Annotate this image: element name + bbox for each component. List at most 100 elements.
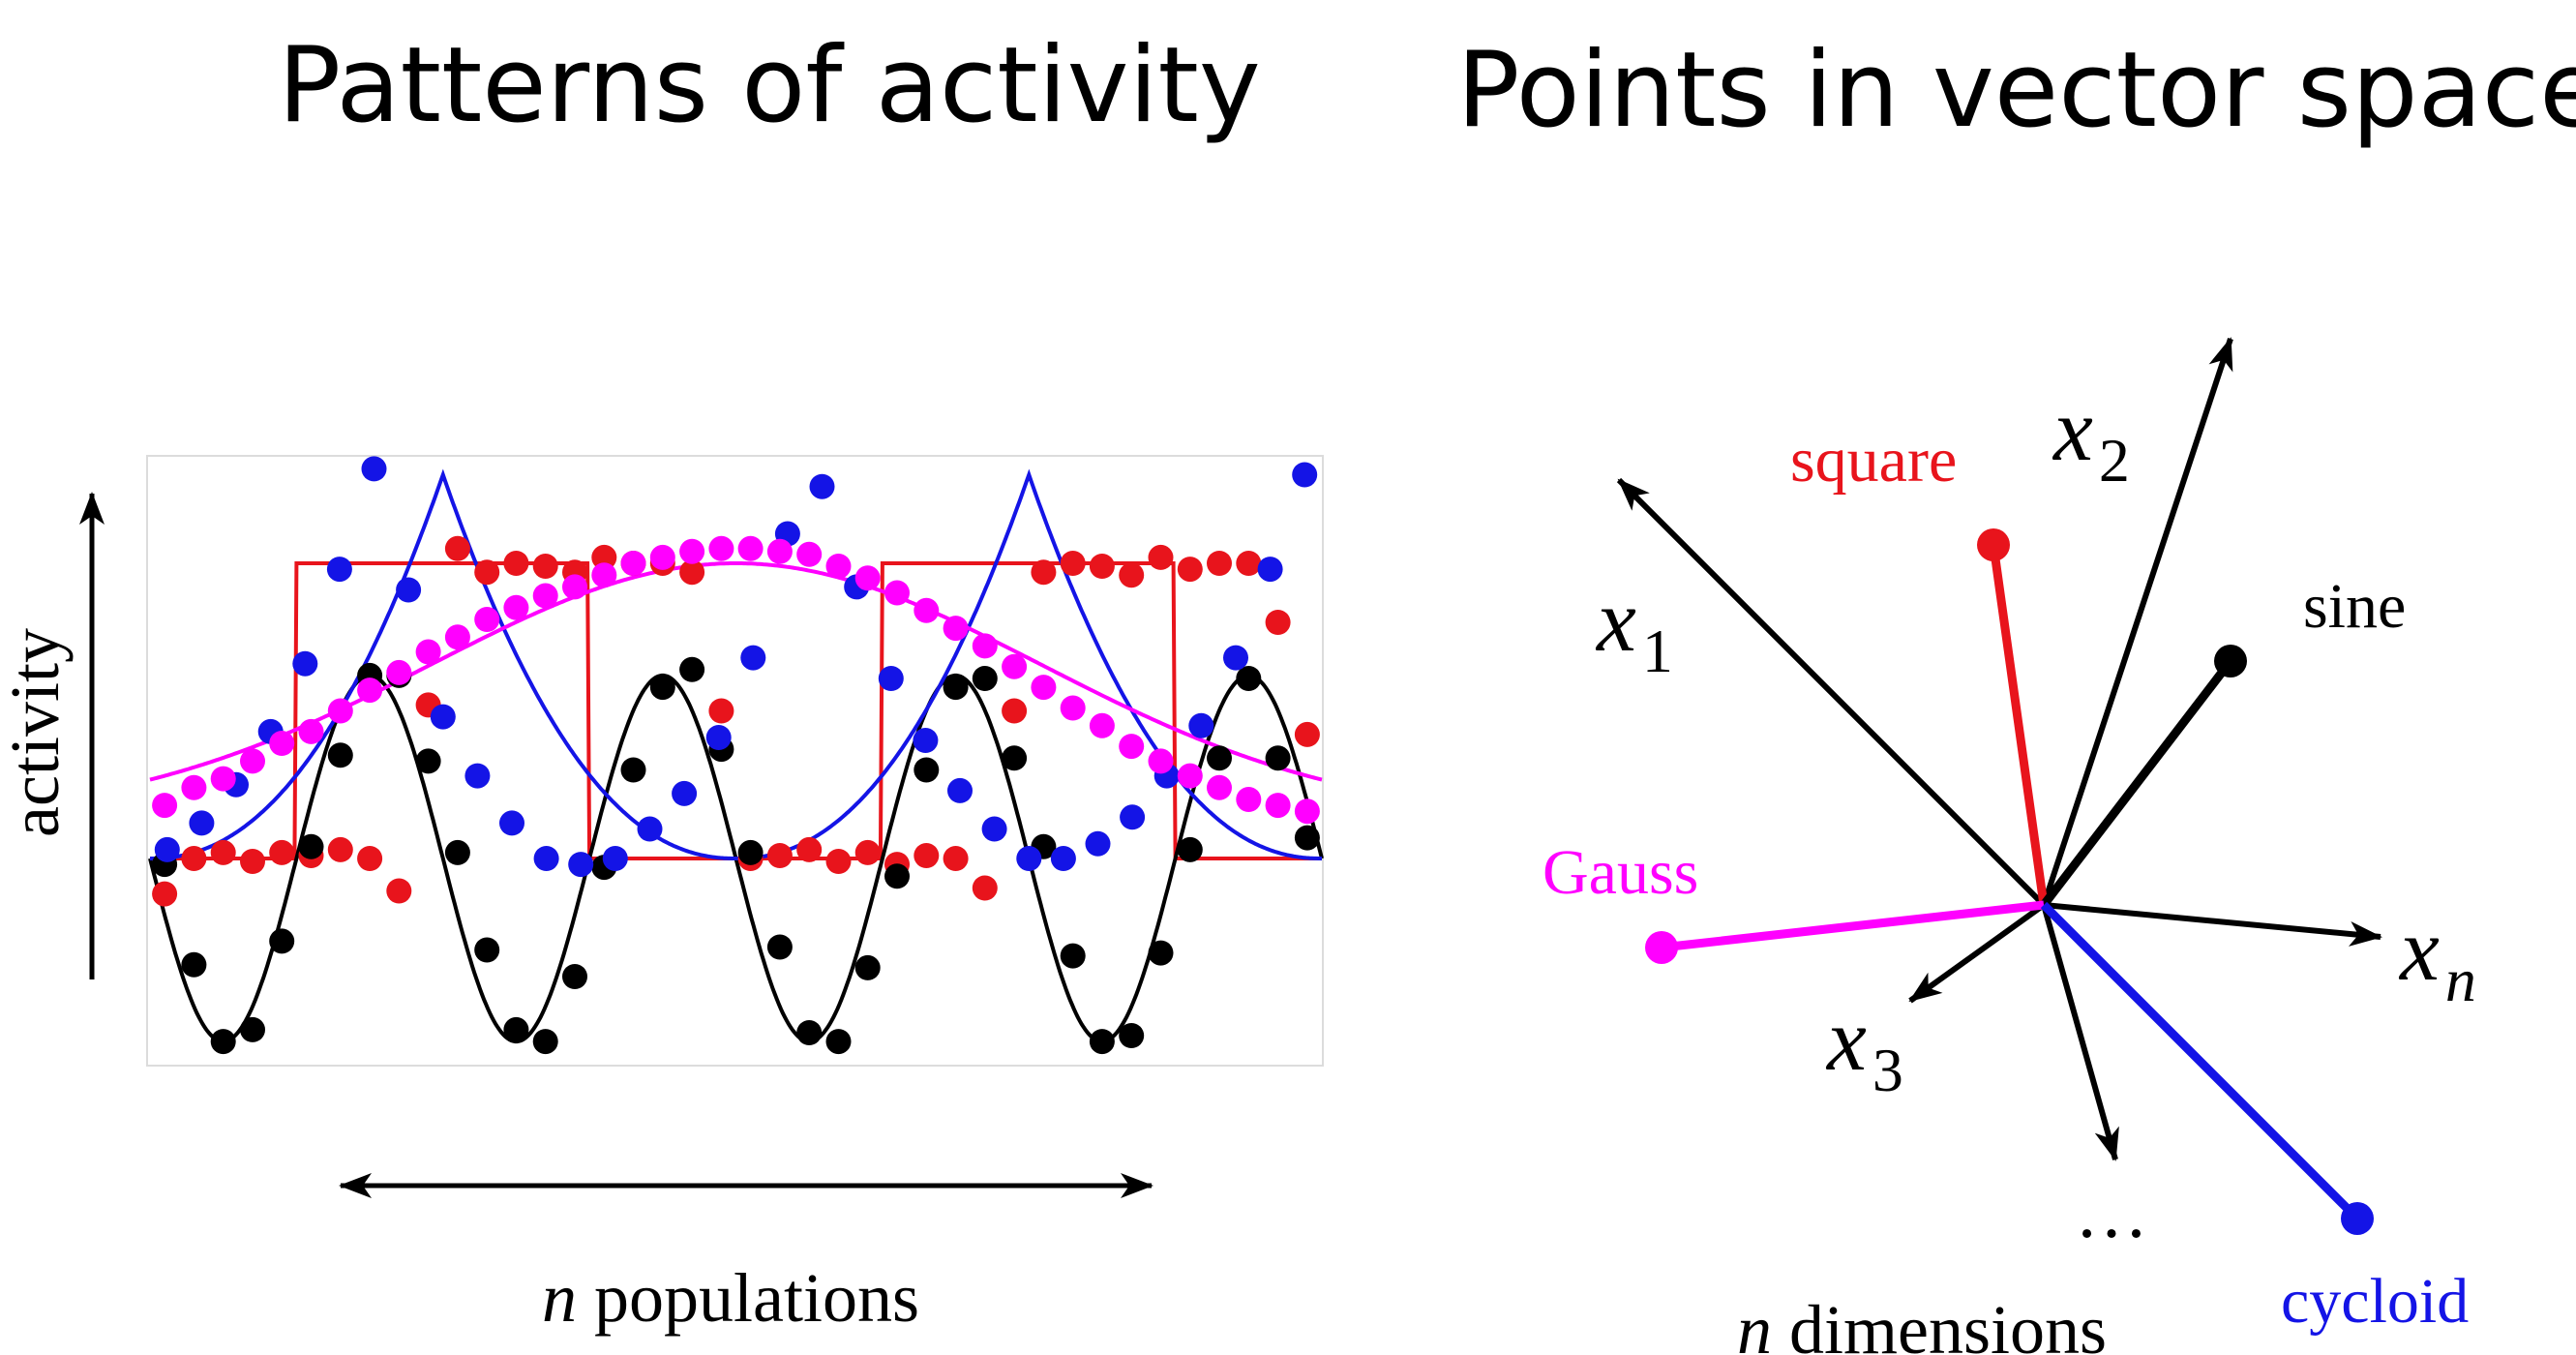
axis-xn-label: xn [2398,900,2476,1014]
gauss-point [884,580,910,606]
sine-point [620,757,646,783]
gauss-point [737,535,764,561]
sine-point [796,1020,823,1045]
vector-cycloid [2040,901,2374,1235]
sine-point [943,675,969,701]
sine-point [1002,745,1028,771]
gauss-point [679,538,705,564]
square-point [152,881,178,907]
sine-point [825,1029,852,1055]
gauss-point [825,554,852,579]
sine-point [1060,943,1086,969]
square-point [210,839,236,865]
vector-cycloid-tip [2341,1202,2374,1235]
square-point [386,878,412,904]
square-point [503,551,529,576]
n-variable: n [1737,1291,1772,1355]
cycloid-point [326,557,352,583]
cycloid-point [189,810,215,836]
gauss-point [943,616,969,642]
populations-caption: n populations [542,1259,919,1337]
gauss-point [1002,653,1028,679]
cycloid-point [740,645,766,671]
sine-point [327,742,353,768]
sine-point [1148,940,1174,966]
sine-point [532,1029,558,1055]
sine-point [854,954,881,980]
dimensions-word: dimensions [1772,1291,2107,1355]
gauss-point [766,538,793,564]
cycloid-point [1188,712,1214,738]
square-point [240,849,265,874]
sine-point [474,937,500,963]
square-point [357,846,383,871]
sine-point [1089,1029,1115,1055]
axis-x2-arrow [2041,337,2233,906]
sine-point [269,928,295,954]
square-point [825,849,852,874]
sine-point [503,1016,529,1042]
gauss-point [1294,798,1320,825]
cycloid-point [1257,557,1283,583]
gauss-point [444,624,470,650]
right-title: Points in vector space [1456,30,2576,151]
left-title: Patterns of activity [278,25,1261,146]
cycloid-point [430,704,456,730]
gauss-point [1089,712,1115,738]
axis-x3-arrow [1908,902,2046,1004]
vector-gauss-tip [1645,931,1678,964]
gauss-point [1060,695,1086,721]
square-point [1089,554,1115,579]
vector-space-diagram: x1 x2 x3 xn square sine Gauss cycloid … … [1543,337,2476,1355]
gauss-point [269,731,295,756]
square-point [1236,551,1262,576]
axis-extra-arrow [2041,904,2119,1161]
ellipsis: … [2075,1172,2148,1253]
gauss-point [854,565,881,591]
gauss-point [796,541,823,567]
gauss-point [152,793,178,819]
cycloid-point [499,810,524,836]
sine-point [737,839,764,865]
sine-point [1207,745,1232,771]
cycloid-point [602,846,628,871]
square-point [1119,562,1145,588]
sine-point [914,757,940,783]
cycloid-point [1120,804,1146,830]
sine-point [562,964,587,989]
sine-point [972,666,998,691]
square-point [1265,610,1291,635]
sine-point [679,656,705,682]
square-point [444,535,470,561]
sine-point [444,839,470,865]
square-point [1177,557,1203,583]
fitted-curves [148,468,1324,1044]
plot-frame [146,455,1324,1067]
cycloid-point [1050,846,1076,871]
square-point [914,843,940,868]
gauss-point [327,698,353,724]
dimensions-caption: n dimensions [1737,1291,2107,1355]
cycloid-point [913,728,939,753]
cycloid-point [672,780,698,806]
sine-point [1177,836,1203,862]
cycloid-point [705,725,732,750]
square-point [1060,551,1086,576]
gauss-point [240,748,265,774]
cycloid-point [292,650,318,677]
gauss-point [181,774,207,800]
vector-sine-tip [2214,645,2247,678]
sine-point [298,833,324,859]
sine-point [649,675,675,701]
gauss-point [1236,787,1262,812]
cycloid-point [637,816,663,842]
gauss-point [620,551,646,576]
n-variable: n [542,1259,577,1337]
cycloid-point [1223,645,1248,671]
cycloid-point [981,816,1007,842]
gauss-point [503,594,529,620]
label-gauss: Gauss [1543,837,1698,908]
square-point [269,839,295,865]
cycloid-point [533,846,559,871]
